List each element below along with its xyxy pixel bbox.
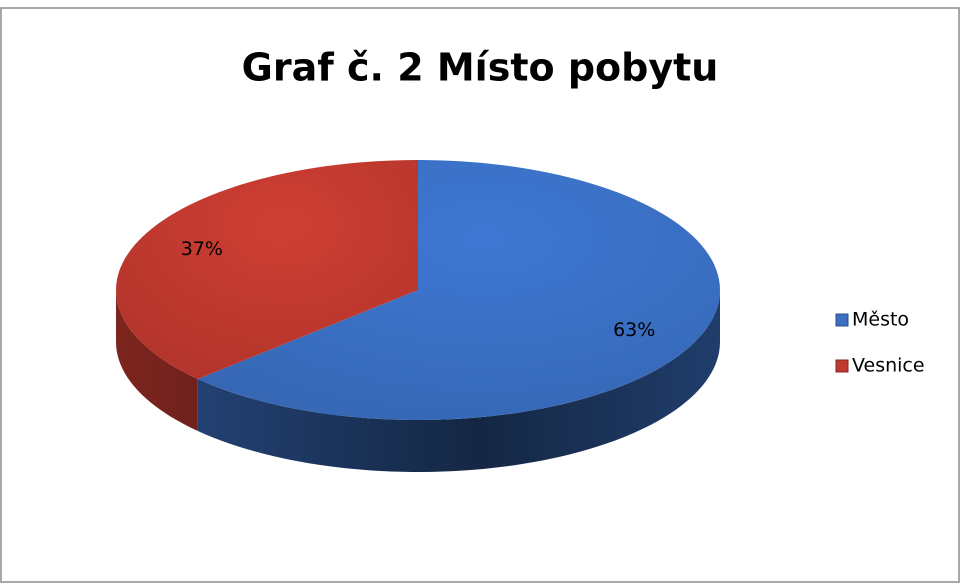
legend-swatch — [835, 359, 849, 373]
pie-slice — [116, 160, 419, 379]
chart-title: Graf č. 2 Místo pobytu — [242, 46, 719, 90]
pie-slice-side — [116, 290, 198, 431]
data-label: 37% — [181, 238, 223, 260]
legend-label: Vesnice — [852, 355, 925, 377]
pie-slice-side — [197, 290, 721, 472]
data-label: 63% — [613, 319, 655, 341]
legend-label: Město — [852, 309, 909, 331]
legend-swatch — [835, 313, 849, 327]
pie-slice — [197, 160, 720, 420]
